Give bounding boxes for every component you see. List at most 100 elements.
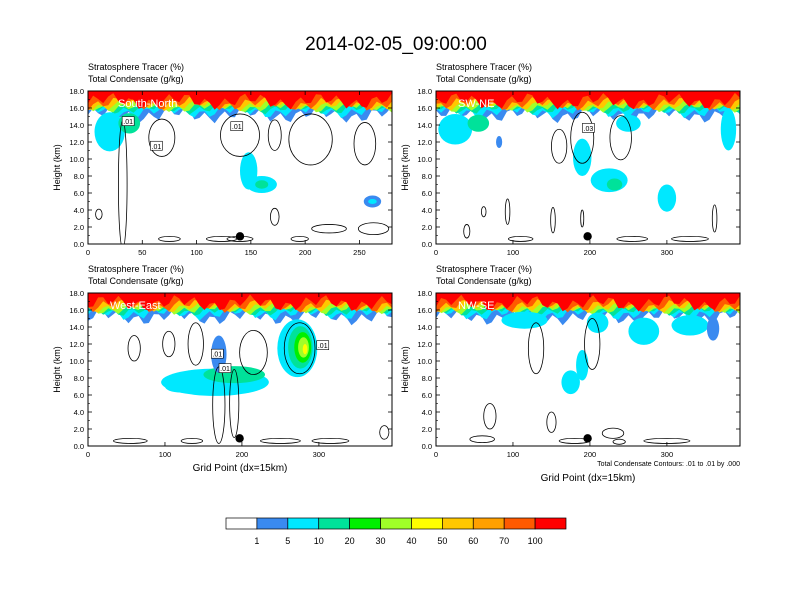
contour-field-label: Total Condensate (g/kg): [88, 74, 184, 84]
y-tick-label: 8.0: [422, 374, 432, 383]
x-tick-label: 0: [434, 450, 438, 459]
contour-field-label: Total Condensate (g/kg): [436, 276, 532, 286]
condensate-contour: [550, 207, 556, 234]
y-tick-label: 2.0: [74, 223, 84, 232]
y-tick-label: 14.0: [417, 121, 432, 130]
x-tick-label: 150: [245, 248, 258, 257]
y-tick-label: 10.0: [417, 357, 432, 366]
colorbar-swatch: [534, 517, 567, 530]
condensate-contour: [112, 437, 148, 444]
x-tick-label: 100: [159, 450, 172, 459]
panels: .01 .01 .01 South-North Stratosphere Tracer …: [52, 62, 741, 484]
y-tick-label: 4.0: [74, 408, 84, 417]
contour-label: .01: [218, 363, 232, 373]
condensate-contour: [148, 118, 176, 157]
condensate-contour: [158, 235, 181, 242]
condensate-contour: [357, 222, 390, 236]
condensate-contour: [711, 204, 718, 233]
y-tick-label: 18.0: [417, 87, 432, 96]
x-tick-label: 300: [313, 450, 326, 459]
contour-label: .01: [150, 140, 163, 151]
tracer-blob: [606, 178, 623, 191]
field-label: Stratosphere Tracer (%): [88, 264, 184, 274]
condensate-contour: [609, 115, 632, 161]
contour-label: .01: [121, 116, 135, 126]
colorbar-label: 5: [285, 536, 290, 546]
colorbar-swatch: [472, 517, 505, 530]
colorbar-swatch: [503, 517, 536, 530]
contour-label-text: .01: [123, 119, 133, 126]
y-tick-label: 14.0: [417, 323, 432, 332]
condensate-contour: [220, 113, 260, 157]
y-tick-label: 18.0: [69, 289, 84, 298]
y-tick-label: 6.0: [74, 189, 84, 198]
condensate-contour: [311, 224, 347, 234]
condensate-contour: [584, 318, 601, 370]
contour-field-label: Total Condensate (g/kg): [88, 276, 184, 286]
tracer-blob: [657, 184, 677, 212]
y-tick-label: 12.0: [69, 138, 84, 147]
colorbar-label: 60: [468, 536, 478, 546]
condensate-contour: [259, 437, 301, 444]
y-axis-label: Height (km): [400, 346, 410, 393]
tracer-field: .03: [436, 91, 740, 242]
contour-label: .01: [230, 121, 244, 131]
contour-label: .03: [582, 123, 595, 133]
tracer-blob: [496, 136, 503, 148]
location-marker: [235, 232, 245, 241]
condensate-contour: [546, 411, 557, 433]
contour-label-text: .01: [232, 124, 242, 131]
contour-label: .01: [210, 348, 224, 359]
y-tick-label: 4.0: [74, 206, 84, 215]
y-tick-label: 6.0: [422, 391, 432, 400]
condensate-contour: [290, 235, 309, 242]
condensate-contour: [463, 224, 471, 239]
x-axis-label: Grid Point (dx=15km): [193, 463, 288, 474]
y-tick-label: 16.0: [417, 104, 432, 113]
condensate-contour: [162, 330, 176, 358]
condensate-contour: [379, 425, 390, 440]
condensate-contour: [288, 113, 333, 166]
condensate-contour: [187, 322, 204, 366]
y-tick-label: 6.0: [422, 189, 432, 198]
y-tick-label: 8.0: [74, 172, 84, 181]
field-label: Stratosphere Tracer (%): [88, 62, 184, 72]
contour-footnote: Total Condensate Contours: .01 to .01 by…: [597, 461, 740, 468]
colorbar-swatch: [225, 517, 258, 530]
tracer-blob: [255, 180, 269, 189]
colorbar-label: 1: [254, 536, 259, 546]
x-tick-label: 300: [661, 248, 674, 257]
x-tick-label: 0: [86, 450, 90, 459]
condensate-contour: [504, 198, 511, 225]
contour-label-text: .03: [584, 126, 594, 133]
x-tick-label: 0: [86, 248, 90, 257]
tracer-blob: [302, 344, 308, 355]
y-tick-label: 14.0: [69, 323, 84, 332]
condensate-contour: [551, 128, 568, 164]
contour-label-text: .01: [220, 366, 230, 373]
x-tick-label: 100: [507, 450, 520, 459]
tracer-blob: [501, 311, 548, 329]
condensate-contour: [580, 209, 585, 228]
chart-panel: NW-SE Stratosphere Tracer (%) Total Conden…: [400, 264, 741, 484]
x-tick-label: 100: [190, 248, 203, 257]
tracer-band: [88, 91, 392, 110]
x-axis-label: Grid Point (dx=15km): [541, 473, 636, 484]
tracer-blob: [628, 317, 660, 345]
panel-label: SW-NE: [458, 98, 494, 110]
location-marker: [583, 434, 592, 443]
y-tick-label: 18.0: [69, 87, 84, 96]
colorbar-swatch: [411, 517, 443, 530]
figure-title: 2014-02-05_09:00:00: [305, 34, 487, 55]
colorbar-label: 30: [376, 536, 386, 546]
y-tick-label: 0.0: [422, 442, 432, 451]
y-tick-label: 16.0: [417, 306, 432, 315]
condensate-contour: [469, 435, 495, 444]
y-tick-label: 12.0: [69, 340, 84, 349]
colorbar-swatch: [287, 517, 320, 530]
colorbar-label: 40: [406, 536, 416, 546]
x-tick-label: 300: [661, 450, 674, 459]
y-tick-label: 10.0: [417, 155, 432, 164]
field-label: Stratosphere Tracer (%): [436, 264, 532, 274]
y-tick-label: 16.0: [69, 306, 84, 315]
